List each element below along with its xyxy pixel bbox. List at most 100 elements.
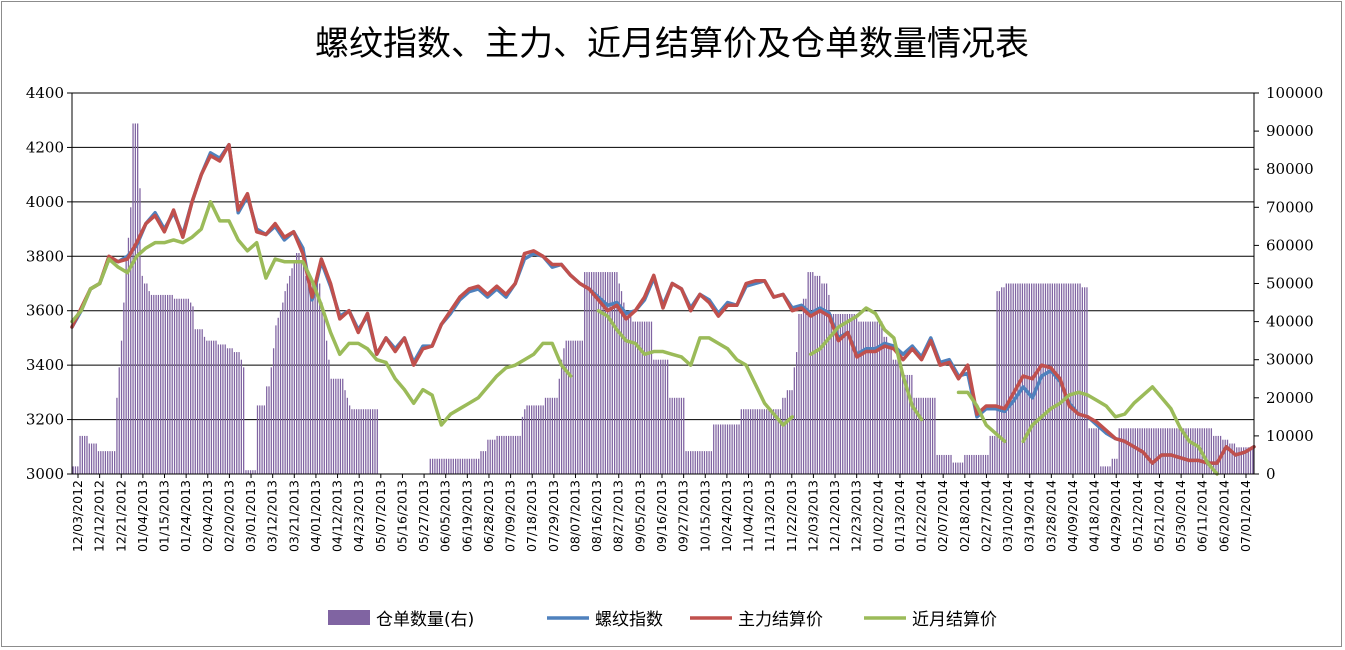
bar bbox=[95, 443, 97, 474]
bar bbox=[74, 466, 77, 474]
bar bbox=[148, 291, 150, 474]
bar bbox=[1169, 428, 1171, 474]
bar bbox=[289, 275, 291, 474]
bar bbox=[1102, 466, 1104, 474]
bar bbox=[104, 451, 107, 474]
x-tick-label: 04/01/2013 bbox=[308, 480, 323, 552]
bar bbox=[657, 359, 660, 474]
bar bbox=[1176, 428, 1178, 474]
gridlines bbox=[72, 92, 1254, 421]
bar bbox=[284, 291, 286, 474]
bar bbox=[899, 367, 901, 474]
bar bbox=[484, 451, 487, 474]
bar bbox=[627, 313, 630, 474]
bar bbox=[478, 458, 480, 474]
x-tick-label: 03/19/2014 bbox=[1022, 480, 1037, 552]
bar bbox=[604, 272, 607, 474]
bar bbox=[1203, 428, 1206, 474]
bar bbox=[1014, 283, 1017, 474]
bar bbox=[312, 283, 314, 474]
bar bbox=[1187, 428, 1189, 474]
x-tick-label: 11/04/2013 bbox=[741, 480, 756, 552]
legend-label: 仓单数量(右) bbox=[376, 610, 474, 630]
bar bbox=[332, 378, 335, 474]
bar bbox=[908, 374, 911, 474]
bar bbox=[434, 458, 436, 474]
bar bbox=[641, 321, 643, 474]
bar bbox=[1063, 283, 1065, 474]
bar bbox=[1178, 428, 1180, 474]
bar bbox=[653, 359, 655, 474]
bar bbox=[362, 409, 365, 474]
bar bbox=[809, 272, 812, 474]
bar bbox=[745, 409, 747, 474]
bar bbox=[127, 237, 130, 474]
bar bbox=[1229, 443, 1231, 474]
bar bbox=[821, 283, 823, 474]
bar bbox=[1243, 447, 1245, 474]
bar bbox=[1120, 428, 1123, 474]
bar bbox=[885, 336, 888, 474]
bar bbox=[768, 409, 770, 474]
bar bbox=[215, 340, 217, 474]
bar bbox=[842, 313, 844, 474]
bar bbox=[328, 359, 330, 474]
bar bbox=[201, 329, 203, 474]
bar bbox=[830, 313, 832, 474]
x-tick-label: 07/01/2014 bbox=[1238, 480, 1253, 552]
bar bbox=[342, 378, 344, 474]
bar bbox=[1224, 439, 1226, 474]
left-tick-label: 3400 bbox=[26, 356, 64, 374]
bar bbox=[1070, 283, 1072, 474]
legend: 仓单数量(右) 螺纹指数 主力结算价 近月结算价 bbox=[328, 610, 997, 630]
x-tick-label: 11/13/2013 bbox=[762, 480, 777, 552]
line-series bbox=[70, 200, 1219, 476]
bar bbox=[867, 321, 869, 474]
bar bbox=[1123, 428, 1125, 474]
bar bbox=[1196, 428, 1199, 474]
bar bbox=[436, 458, 438, 474]
bar bbox=[929, 397, 931, 474]
bar bbox=[634, 321, 636, 474]
left-tick-label: 3200 bbox=[26, 411, 64, 429]
bar bbox=[618, 283, 620, 474]
bar bbox=[1095, 428, 1097, 474]
legend-swatch-bar bbox=[328, 610, 370, 625]
bar bbox=[475, 458, 477, 474]
bar bbox=[247, 470, 249, 474]
bar bbox=[837, 313, 839, 474]
bar bbox=[1247, 447, 1249, 474]
bar bbox=[554, 397, 556, 474]
bar bbox=[307, 283, 309, 474]
bar bbox=[828, 294, 830, 474]
bar bbox=[862, 321, 865, 474]
bar bbox=[581, 340, 583, 474]
bar bbox=[982, 454, 984, 474]
bar bbox=[473, 458, 475, 474]
bar bbox=[210, 340, 213, 474]
bar bbox=[1233, 443, 1236, 474]
right-tick-label: 100000 bbox=[1266, 84, 1323, 102]
bar bbox=[491, 439, 494, 474]
bar bbox=[275, 325, 277, 474]
right-tick-label: 60000 bbox=[1266, 236, 1314, 254]
bar bbox=[1137, 428, 1139, 474]
bar bbox=[1118, 428, 1120, 474]
bar bbox=[263, 405, 266, 474]
x-tick-label: 04/29/2014 bbox=[1108, 480, 1123, 552]
bar bbox=[173, 298, 176, 474]
bar bbox=[507, 435, 510, 474]
bar bbox=[648, 321, 650, 474]
bar bbox=[1215, 435, 1217, 474]
bar bbox=[330, 378, 332, 474]
bar bbox=[1127, 428, 1130, 474]
bar bbox=[272, 348, 275, 474]
bar bbox=[544, 397, 547, 474]
bar bbox=[116, 397, 118, 474]
bar bbox=[353, 409, 355, 474]
bar bbox=[542, 405, 544, 474]
bar bbox=[1100, 466, 1102, 474]
bar bbox=[736, 424, 738, 474]
bar bbox=[1222, 439, 1224, 474]
bar bbox=[941, 454, 943, 474]
